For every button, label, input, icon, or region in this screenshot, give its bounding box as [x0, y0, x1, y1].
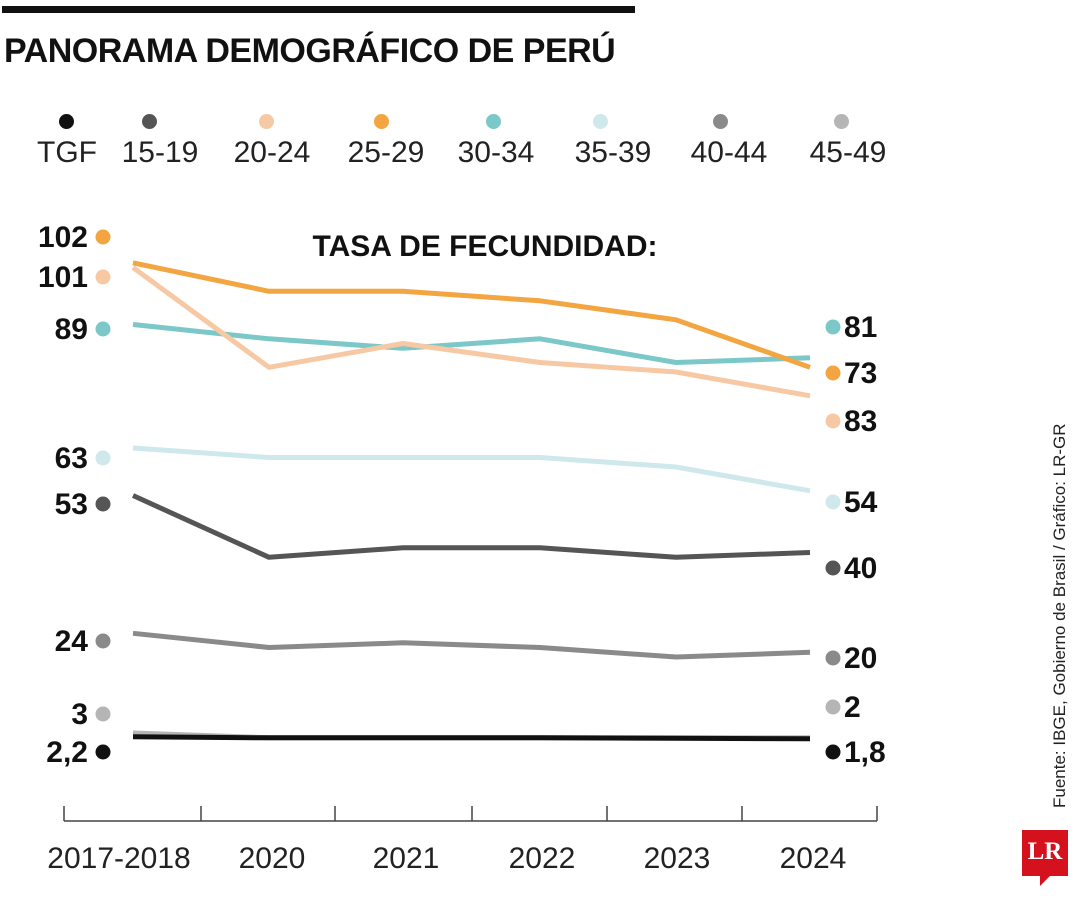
- line-chart: TASA DE FECUNDIDAD: 2,2 1,8 53 40 101 83 102 73…: [38, 221, 886, 875]
- end-label-25-29: 73: [844, 357, 877, 390]
- end-label-15-19: 40: [844, 552, 877, 585]
- x-tick-label: 2017-2018: [47, 842, 190, 875]
- legend-label: 20-24: [233, 136, 311, 169]
- start-label-20-24: 101: [38, 261, 88, 294]
- end-dot-35-39: [825, 494, 841, 510]
- lr-logo: LR: [1022, 830, 1068, 886]
- end-label-45-49: 2: [844, 691, 861, 724]
- series-line-tgf: [132, 734, 811, 742]
- logo-tail: [1040, 876, 1050, 886]
- start-dot-45-49: [95, 706, 111, 722]
- x-axis: 2017-2018 2020 2021 2022 2023 2024: [47, 806, 878, 875]
- start-label-tgf: 2,2: [46, 736, 88, 769]
- end-dot-20-24: [825, 413, 841, 429]
- x-tick-label: 2022: [509, 842, 576, 875]
- start-dot-35-39: [95, 450, 111, 466]
- source-credit: Fuente: IBGE, Gobierno de Brasil / Gráfi…: [1050, 423, 1069, 808]
- page-title: PANORAMA DEMOGRÁFICO DE PERÚ: [4, 32, 616, 70]
- legend-label: 35-39: [574, 136, 652, 169]
- legend-label: 25-29: [347, 136, 425, 169]
- start-label-15-19: 53: [55, 488, 88, 521]
- legend-label: 40-44: [690, 136, 768, 169]
- end-label-30-34: 81: [844, 311, 877, 344]
- end-dot-40-44: [825, 650, 841, 666]
- legend-item-25-29: 25-29: [336, 106, 436, 176]
- start-dot-20-24: [95, 269, 111, 285]
- series-line-25-29: [132, 260, 811, 370]
- legend-dot: [593, 114, 608, 129]
- legend-dot: [59, 114, 74, 129]
- start-dot-40-44: [95, 633, 111, 649]
- end-dot-tgf: [825, 744, 841, 760]
- end-dot-25-29: [825, 365, 841, 381]
- start-label-45-49: 3: [71, 698, 88, 731]
- legend-item-40-44: 40-44: [679, 106, 779, 176]
- start-dot-30-34: [95, 321, 111, 337]
- legend-dot: [142, 114, 157, 129]
- start-label-40-44: 24: [55, 625, 89, 658]
- legend-dot: [713, 114, 728, 129]
- legend-item-tgf: TGF: [17, 106, 117, 176]
- end-dot-15-19: [825, 560, 841, 576]
- end-label-35-39: 54: [844, 486, 878, 519]
- legend-item-45-49: 45-49: [798, 106, 898, 176]
- end-dot-45-49: [825, 699, 841, 715]
- x-tick-label: 2023: [644, 842, 711, 875]
- series-layer: 2,2 1,8 53 40 101 83 102 73 89 81 63 54 24 20 3 2: [38, 221, 886, 769]
- legend-label: 30-34: [457, 136, 535, 169]
- legend-dot: [486, 114, 501, 129]
- series-line-30-34: [132, 322, 811, 365]
- legend-item-15-19: 15-19: [110, 106, 210, 176]
- start-dot-tgf: [95, 744, 111, 760]
- legend-label: 15-19: [121, 136, 199, 169]
- start-dot-25-29: [95, 229, 111, 245]
- end-label-40-44: 20: [844, 642, 877, 675]
- legend-dot: [834, 114, 849, 129]
- start-label-30-34: 89: [55, 313, 88, 346]
- series-line-35-39: [132, 445, 811, 494]
- x-tick-label: 2024: [780, 842, 847, 875]
- chart-legend: TGF 15-19 20-24 25-29 30-34 35-39 40-44 …: [0, 106, 900, 176]
- x-tick-label: 2021: [373, 842, 440, 875]
- series-line-15-19: [131, 493, 811, 560]
- start-label-35-39: 63: [55, 442, 88, 475]
- legend-label: 45-49: [809, 136, 887, 169]
- series-line-40-44: [132, 630, 811, 660]
- chart-subtitle: TASA DE FECUNDIDAD:: [313, 230, 658, 263]
- legend-dot: [374, 114, 389, 129]
- end-dot-30-34: [825, 319, 841, 335]
- legend-item-35-39: 35-39: [563, 106, 663, 176]
- legend-item-20-24: 20-24: [222, 106, 322, 176]
- start-label-25-29: 102: [38, 221, 88, 254]
- series-line-20-24: [131, 265, 811, 399]
- x-tick-label: 2020: [239, 842, 306, 875]
- top-rule: [2, 6, 635, 13]
- start-dot-15-19: [95, 496, 111, 512]
- legend-label: TGF: [37, 136, 97, 169]
- legend-item-30-34: 30-34: [446, 106, 546, 176]
- end-label-20-24: 83: [844, 405, 877, 438]
- logo-text: LR: [1027, 838, 1063, 865]
- legend-dot: [259, 114, 274, 129]
- end-label-tgf: 1,8: [844, 736, 886, 769]
